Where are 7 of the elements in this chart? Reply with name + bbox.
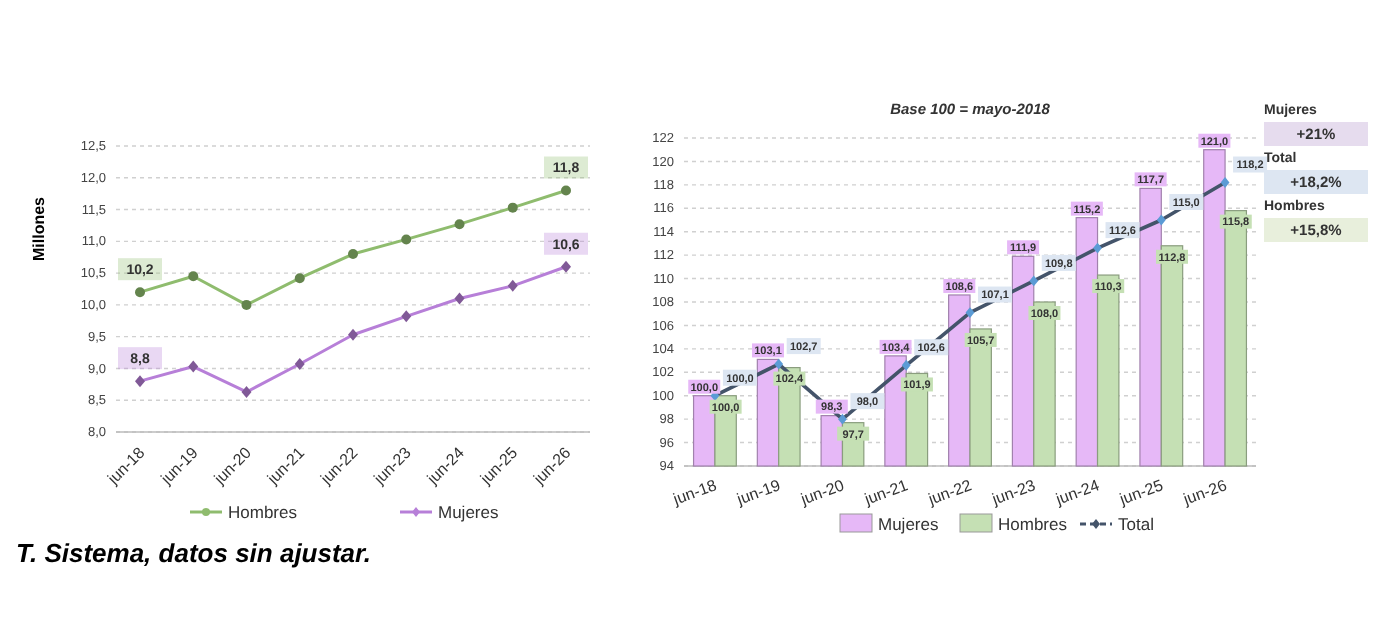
legend-label: Total: [1118, 513, 1155, 534]
legend-label: Hombres: [998, 513, 1067, 534]
legend-label: Mujeres: [878, 513, 939, 534]
y-axis-title: Millones: [30, 195, 48, 262]
legend-label: Mujeres: [438, 501, 499, 522]
text: T. Sistema, datos sin ajustar.: [16, 538, 371, 568]
legend-label: Hombres: [228, 501, 297, 522]
